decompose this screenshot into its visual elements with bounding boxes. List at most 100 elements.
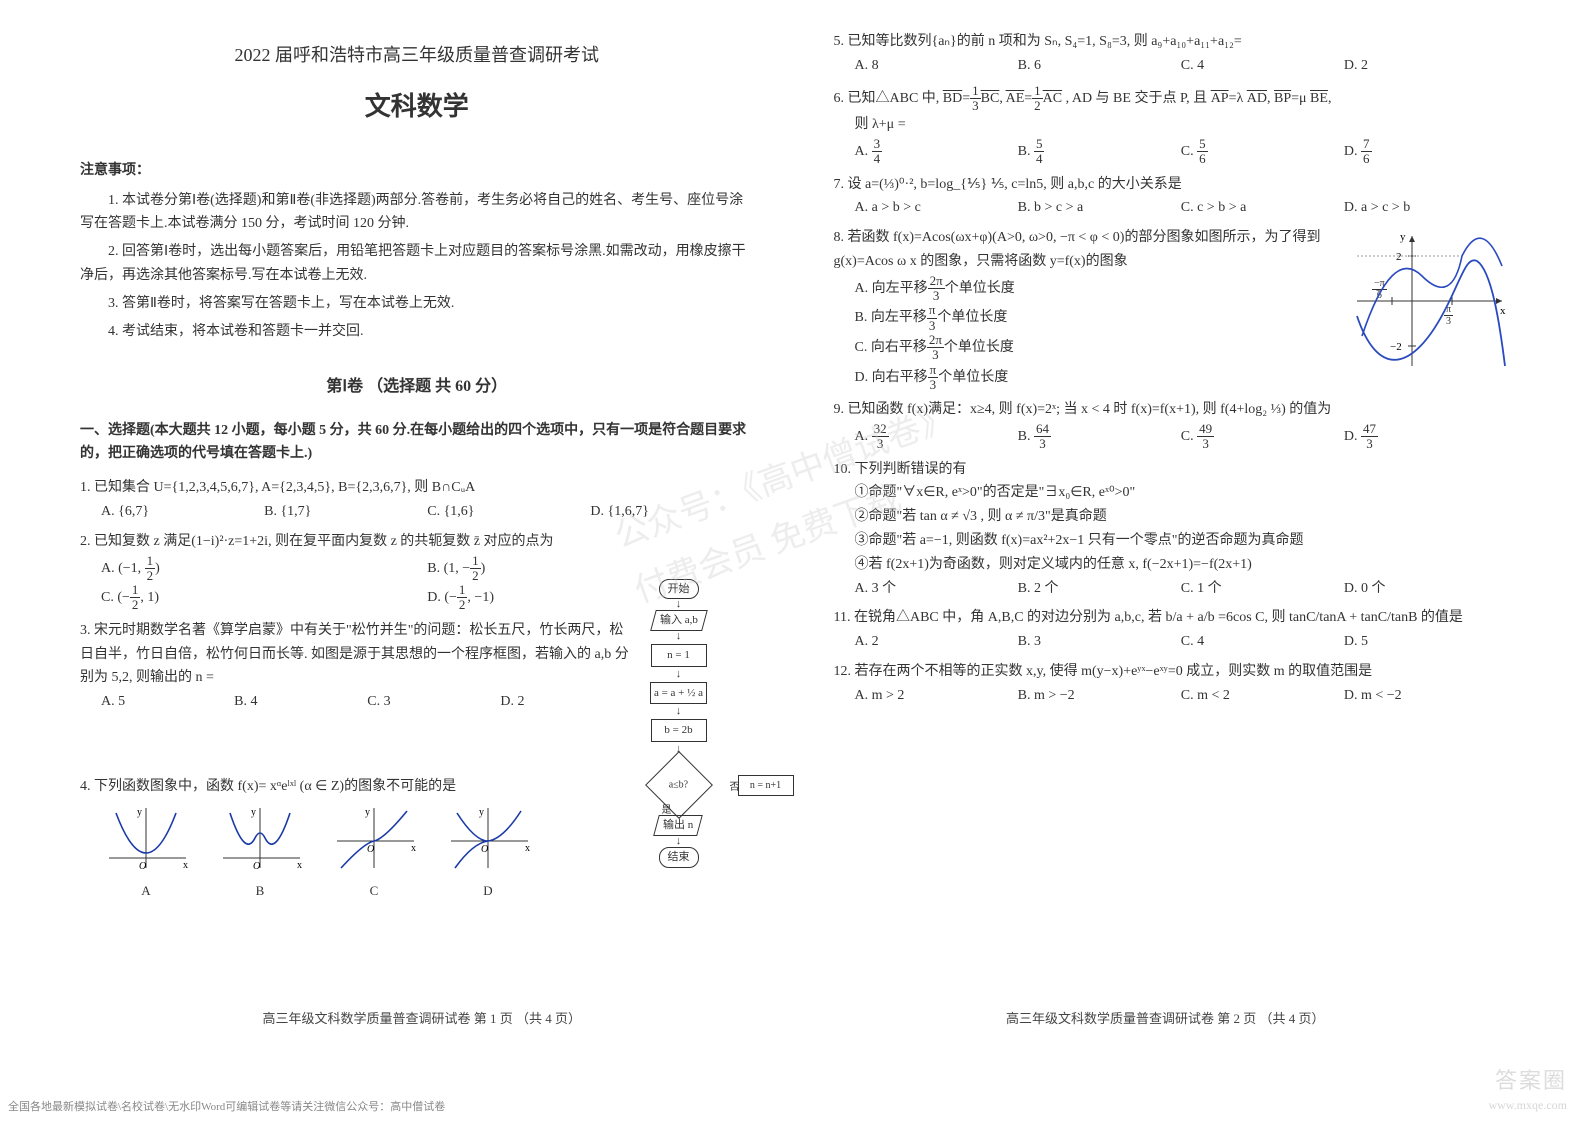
sine-graph-svg: x y 2 −2 − −π6 π3 (1352, 226, 1507, 376)
graph-a-svg: xyO (101, 803, 191, 873)
page-2-footer: 高三年级文科数学质量普查调研试卷 第 2 页 （共 4 页） (794, 1008, 1538, 1030)
graph-d-svg: xyO (443, 803, 533, 873)
q1-opt-c: C. {1,6} (427, 500, 590, 524)
q11-options: A. 2 B. 3 C. 4 D. 5 (834, 630, 1508, 654)
logo-watermark: 答案圈 (1495, 1062, 1567, 1099)
q1-stem: 1. 已知集合 U={1,2,3,4,5,6,7}, A={2,3,4,5}, … (80, 476, 754, 500)
q8-stem: 8. 若函数 f(x)=Acos(ωx+φ)(A>0, ω>0, −π < φ … (834, 226, 1348, 274)
q3-opt-a: A. 5 (101, 690, 234, 714)
q10-options: A. 3 个 B. 2 个 C. 1 个 D. 0 个 (834, 577, 1508, 601)
svg-text:x: x (411, 843, 416, 854)
svg-text:2: 2 (1396, 251, 1402, 263)
q10-opt-d: D. 0 个 (1344, 577, 1507, 601)
q6-stem-c: 则 λ+μ = (834, 113, 1508, 137)
q11-opt-a: A. 2 (855, 630, 1018, 654)
svg-text:−2: −2 (1390, 341, 1402, 353)
fc-step-a: a = a + ½ a (650, 682, 707, 705)
svg-text:y: y (251, 807, 256, 818)
q4-graph-a: xyO A (101, 803, 191, 902)
url-watermark: www.mxqe.com (1488, 1095, 1567, 1115)
notice-item: 3. 答第Ⅱ卷时，将答案写在答题卡上，写在本试卷上无效. (80, 292, 754, 316)
notice-item: 2. 回答第Ⅰ卷时，选出每小题答案后，用铅笔把答题卡上对应题目的答案标号涂黑.如… (80, 240, 754, 288)
q9-opt-a: A. 323 (855, 422, 1018, 452)
q4-label-c: C (329, 880, 419, 902)
svg-text:O: O (481, 844, 488, 855)
q8-opt-a: A. 向左平移2π3个单位长度 (855, 274, 1348, 304)
fc-start: 开始 (659, 579, 699, 600)
q11-opt-d: D. 5 (1344, 630, 1507, 654)
q6-opt-a: A. 34 (855, 137, 1018, 167)
section-1-desc: 一、选择题(本大题共 12 小题，每小题 5 分，共 60 分.在每小题给出的四… (80, 419, 754, 467)
svg-text:y: y (1400, 231, 1406, 243)
q6-opt-c: C. 56 (1181, 137, 1344, 167)
q4-label-d: D (443, 880, 533, 902)
q5-opt-b: B. 6 (1018, 54, 1181, 78)
q12-opt-a: A. m > 2 (855, 684, 1018, 708)
q3-opt-b: B. 4 (234, 690, 367, 714)
q3-stem: 3. 宋元时期数学名著《算学启蒙》中有关于"松竹并生"的问题：松长五尺，竹长两尺… (80, 619, 634, 690)
q9-opt-c: C. 493 (1181, 422, 1344, 452)
q4-stem: 4. 下列函数图象中，函数 f(x)= xᵅeˡˣˡ (α ∈ Z)的图象不可能… (80, 775, 754, 799)
question-7: 7. 设 a=(⅓)⁰·², b=log_{⅕} ⅕, c=ln5, 则 a,b… (834, 173, 1508, 221)
notice-heading: 注意事项： (80, 159, 754, 183)
q5-opt-d: D. 2 (1344, 54, 1507, 78)
svg-text:x: x (297, 860, 302, 871)
fc-init: n = 1 (651, 644, 707, 667)
q6-options: A. 34 B. 54 C. 56 D. 76 (834, 137, 1508, 167)
exam-title: 2022 届呼和浩特市高三年级质量普查调研考试 (80, 40, 754, 71)
q3-options: A. 5 B. 4 C. 3 D. 2 (80, 690, 634, 714)
q12-opt-b: B. m > −2 (1018, 684, 1181, 708)
q2-opt-a: A. (−1, 12) (101, 554, 427, 584)
svg-text:y: y (365, 807, 370, 818)
section-1-title: 第Ⅰ卷 （选择题 共 60 分） (80, 373, 754, 400)
q1-opt-a: A. {6,7} (101, 500, 264, 524)
q12-stem: 12. 若存在两个不相等的正实数 x,y, 使得 m(y−x)+eʸˣ−eˣʸ=… (834, 660, 1508, 684)
q5-opt-c: C. 4 (1181, 54, 1344, 78)
question-4: 4. 下列函数图象中，函数 f(x)= xᵅeˡˣˡ (α ∈ Z)的图象不可能… (80, 775, 754, 902)
q6-stem: 6. 已知△ABC 中, BD=13BC, AE=12AC , AD 与 BE … (834, 84, 1508, 114)
fc-step-b: b = 2b (651, 719, 707, 742)
q7-opt-b: B. b > c > a (1018, 196, 1181, 220)
q9-opt-d: D. 473 (1344, 422, 1507, 452)
q2-stem: 2. 已知复数 z 满足(1−i)²·z=1+2i, 则在复平面内复数 z 的共… (80, 530, 754, 554)
q10-line-1: ①命题"∀x∈R, eˣ>0"的否定是"∃x₀∈R, eˣ⁰>0" (834, 481, 1508, 505)
q4-graph-b: x y O B (215, 803, 305, 902)
q7-options: A. a > b > c B. b > c > a C. c > b > a D… (834, 196, 1508, 220)
q6-opt-d: D. 76 (1344, 137, 1507, 167)
q10-stem: 10. 下列判断错误的有 (834, 458, 1508, 482)
q9-options: A. 323 B. 643 C. 493 D. 473 (834, 422, 1508, 452)
svg-text:O: O (253, 861, 260, 872)
q10-opt-b: B. 2 个 (1018, 577, 1181, 601)
q8-opt-d: D. 向右平移π3个单位长度 (855, 363, 1348, 393)
q4-graph-c: x y O C (329, 803, 419, 902)
q6-opt-b: B. 54 (1018, 137, 1181, 167)
q3-opt-c: C. 3 (367, 690, 500, 714)
svg-text:y: y (137, 807, 142, 818)
q12-options: A. m > 2 B. m > −2 C. m < 2 D. m < −2 (834, 684, 1508, 708)
q9-opt-b: B. 643 (1018, 422, 1181, 452)
q10-opt-a: A. 3 个 (855, 577, 1018, 601)
question-8: 8. 若函数 f(x)=Acos(ωx+φ)(A>0, ω>0, −π < φ … (834, 226, 1508, 392)
q11-opt-b: B. 3 (1018, 630, 1181, 654)
q4-label-b: B (215, 880, 305, 902)
fc-input: 输入 a,b (650, 610, 707, 631)
q4-label-a: A (101, 880, 191, 902)
q5-options: A. 8 B. 6 C. 4 D. 2 (834, 54, 1508, 78)
q5-stem: 5. 已知等比数列{aₙ}的前 n 项和为 Sₙ, S₄=1, S₈=3, 则 … (834, 30, 1508, 54)
question-12: 12. 若存在两个不相等的正实数 x,y, 使得 m(y−x)+eʸˣ−eˣʸ=… (834, 660, 1508, 708)
question-5: 5. 已知等比数列{aₙ}的前 n 项和为 Sₙ, S₄=1, S₈=3, 则 … (834, 30, 1508, 78)
question-11: 11. 在锐角△ABC 中，角 A,B,C 的对边分别为 a,b,c, 若 b/… (834, 606, 1508, 654)
svg-text:O: O (139, 861, 146, 872)
question-9: 9. 已知函数 f(x)满足：x≥4, 则 f(x)=2ˣ; 当 x < 4 时… (834, 398, 1508, 451)
graph-b-svg: x y O (215, 803, 305, 873)
q4-graph-d: xyO D (443, 803, 533, 902)
q7-opt-c: C. c > b > a (1181, 196, 1344, 220)
question-10: 10. 下列判断错误的有 ①命题"∀x∈R, eˣ>0"的否定是"∃x₀∈R, … (834, 458, 1508, 601)
subject-title: 文科数学 (80, 85, 754, 129)
svg-text:O: O (367, 844, 374, 855)
notice-item: 1. 本试卷分第Ⅰ卷(选择题)和第Ⅱ卷(非选择题)两部分.答卷前，考生务必将自己… (80, 189, 754, 237)
q7-opt-d: D. a > c > b (1344, 196, 1507, 220)
q8-options: A. 向左平移2π3个单位长度 B. 向左平移π3个单位长度 C. 向右平移2π… (834, 274, 1348, 392)
bottom-watermark: 全国各地最新模拟试卷\名校试卷\无水印Word可编辑试卷等请关注微信公众号：高中… (8, 1098, 445, 1117)
q11-stem: 11. 在锐角△ABC 中，角 A,B,C 的对边分别为 a,b,c, 若 b/… (834, 606, 1508, 630)
